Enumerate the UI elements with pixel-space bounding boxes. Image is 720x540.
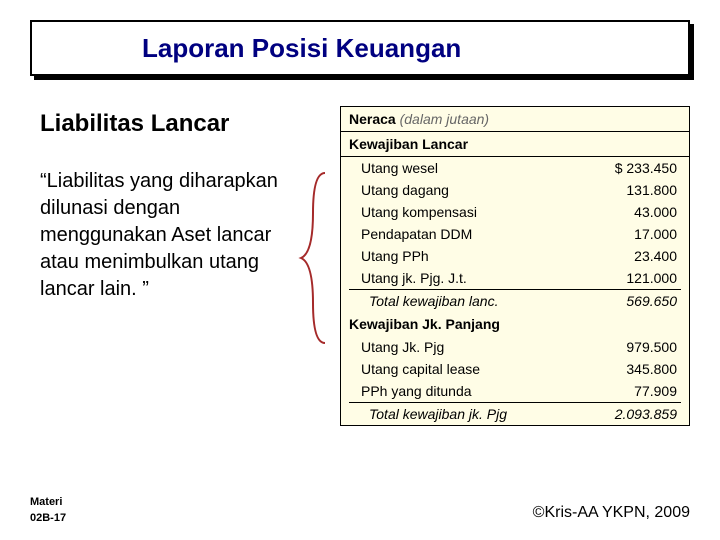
row-label: Utang kompensasi bbox=[361, 204, 477, 220]
table-row: Utang jk. Pjg. J.t. 121.000 bbox=[341, 267, 689, 289]
total-label: Total kewajiban jk. Pjg bbox=[369, 406, 507, 422]
row-value: 131.800 bbox=[626, 182, 677, 198]
table-row: Utang kompensasi 43.000 bbox=[341, 201, 689, 223]
row-value: 23.400 bbox=[634, 248, 677, 264]
footer-right: ©Kris-AA YKPN, 2009 bbox=[533, 504, 690, 522]
row-value: 43.000 bbox=[634, 204, 677, 220]
footer-left: Materi 02B-17 bbox=[30, 495, 66, 526]
table-row: Utang PPh 23.400 bbox=[341, 245, 689, 267]
row-value: 979.500 bbox=[626, 339, 677, 355]
table-row: Utang capital lease 345.800 bbox=[341, 358, 689, 380]
row-value: 77.909 bbox=[634, 383, 677, 399]
table-header: Neraca (dalam jutaan) bbox=[341, 107, 689, 132]
row-label: Utang wesel bbox=[361, 160, 438, 176]
section1-total-row: Total kewajiban lanc. 569.650 bbox=[341, 290, 689, 312]
row-value: 17.000 bbox=[634, 226, 677, 242]
total-value: 2.093.859 bbox=[615, 406, 677, 422]
table-row: PPh yang ditunda 77.909 bbox=[341, 380, 689, 402]
table-header-bold: Neraca bbox=[349, 111, 396, 127]
row-label: Utang capital lease bbox=[361, 361, 480, 377]
row-label: PPh yang ditunda bbox=[361, 383, 472, 399]
section1-title: Kewajiban Lancar bbox=[341, 132, 689, 157]
total-label: Total kewajiban lanc. bbox=[369, 293, 498, 309]
row-label: Utang jk. Pjg. J.t. bbox=[361, 270, 467, 286]
row-value: $ 233.450 bbox=[615, 160, 677, 176]
title-banner: Laporan Posisi Keuangan bbox=[30, 20, 690, 76]
page-title: Laporan Posisi Keuangan bbox=[142, 33, 461, 64]
table-header-muted: (dalam jutaan) bbox=[400, 111, 490, 127]
definition-text: “Liabilitas yang diharapkan dilunasi den… bbox=[40, 168, 280, 303]
table-row: Pendapatan DDM 17.000 bbox=[341, 223, 689, 245]
table-row: Utang dagang 131.800 bbox=[341, 179, 689, 201]
row-value: 345.800 bbox=[626, 361, 677, 377]
section2-total-row: Total kewajiban jk. Pjg 2.093.859 bbox=[341, 403, 689, 425]
table-row: Utang Jk. Pjg 979.500 bbox=[341, 336, 689, 358]
table-row: Utang wesel $ 233.450 bbox=[341, 157, 689, 179]
row-label: Utang PPh bbox=[361, 248, 429, 264]
section2-title: Kewajiban Jk. Panjang bbox=[341, 312, 689, 336]
neraca-table: Neraca (dalam jutaan) Kewajiban Lancar U… bbox=[340, 106, 690, 426]
row-label: Utang Jk. Pjg bbox=[361, 339, 444, 355]
sub-heading: Liabilitas Lancar bbox=[40, 110, 229, 138]
row-label: Utang dagang bbox=[361, 182, 449, 198]
total-value: 569.650 bbox=[626, 293, 677, 309]
row-label: Pendapatan DDM bbox=[361, 226, 472, 242]
footer-materi: Materi bbox=[30, 495, 66, 510]
footer-code: 02B-17 bbox=[30, 511, 66, 526]
row-value: 121.000 bbox=[626, 270, 677, 286]
brace-icon bbox=[295, 168, 335, 348]
